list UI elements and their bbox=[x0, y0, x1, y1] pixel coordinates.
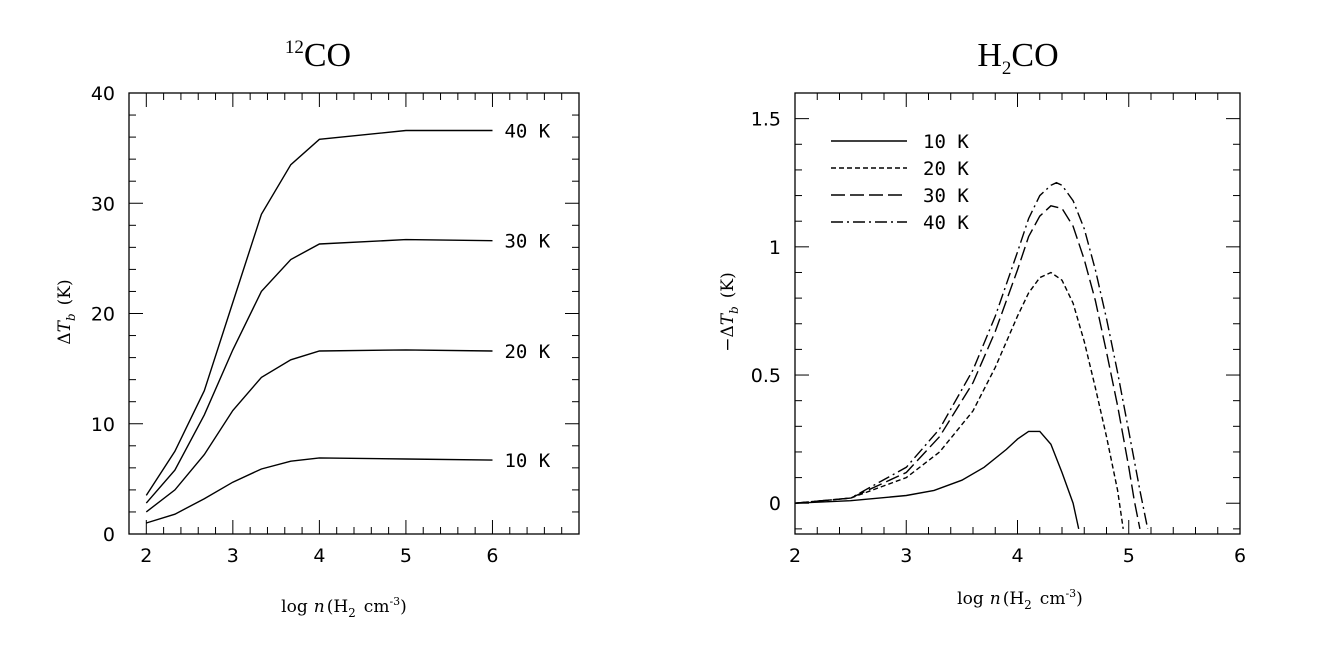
y-tick-label: 1.5 bbox=[751, 109, 781, 131]
series-label: 10 K bbox=[504, 450, 550, 472]
legend-label: 30 K bbox=[923, 185, 969, 207]
x-tick-label: 6 bbox=[486, 545, 498, 567]
x-axis-label: log n (H2 cm-3) bbox=[957, 587, 1083, 612]
series-labels: 10 K 20 K 30 K 40 K bbox=[504, 120, 550, 472]
series-label: 20 K bbox=[504, 341, 550, 363]
x-axis-label: log n (H2 cm-3) bbox=[281, 595, 407, 620]
x-tick-label: 4 bbox=[1011, 545, 1023, 567]
series-line-10k bbox=[795, 430, 1080, 530]
y-tick-label: 1 bbox=[769, 237, 781, 259]
x-tick-label: 5 bbox=[400, 545, 412, 567]
series-line-40k bbox=[145, 129, 493, 496]
series-line-30k bbox=[145, 238, 493, 504]
title-main: CO bbox=[304, 37, 351, 74]
x-tick-label: 2 bbox=[789, 545, 801, 567]
x-tick-label: 5 bbox=[1123, 545, 1135, 567]
y-tick-label: 30 bbox=[91, 193, 115, 215]
title-subscript: 2 bbox=[1002, 58, 1012, 79]
title-main-1: H bbox=[977, 37, 1002, 74]
y-tick-label: 40 bbox=[91, 83, 115, 105]
legend-label: 20 K bbox=[923, 158, 969, 180]
series-label: 30 K bbox=[504, 231, 550, 253]
series-line-20k bbox=[145, 349, 493, 513]
axis-ticks bbox=[794, 92, 1241, 534]
y-tick-label: 0.5 bbox=[751, 365, 781, 387]
legend-label: 40 K bbox=[923, 212, 969, 234]
series-line-10k bbox=[146, 457, 493, 524]
series-line-20k bbox=[795, 271, 1124, 530]
y-axis-label: ΔTb(K) bbox=[55, 279, 78, 344]
series-line-40k bbox=[795, 181, 1149, 530]
series-lines bbox=[795, 181, 1149, 530]
x-tick-label: 2 bbox=[140, 545, 152, 567]
tick-labels: 2 3 4 5 6 0 0.5 1 1.5 bbox=[751, 109, 1246, 567]
plot-frame bbox=[794, 92, 1241, 535]
y-tick-label: 0 bbox=[769, 493, 781, 515]
chart-h2co: H2CO 2 3 4 5 600.511.5 10 K20 K30 K40 K log n… bbox=[718, 37, 1246, 612]
y-axis-label: −ΔTb(K) bbox=[718, 272, 741, 352]
title-main-2: CO bbox=[1011, 37, 1058, 74]
y-tick-label: 20 bbox=[91, 304, 115, 326]
legend: 10 K 20 K 30 K 40 K bbox=[831, 131, 969, 234]
tick-labels: 2 3 4 5 6 0 10 20 30 40 bbox=[91, 83, 499, 567]
y-tick-label: 10 bbox=[91, 414, 115, 436]
y-tick-label: 0 bbox=[103, 524, 115, 546]
series-line-30k bbox=[795, 205, 1141, 530]
chart-title: H2CO bbox=[977, 37, 1058, 79]
x-tick-label: 3 bbox=[227, 545, 239, 567]
x-tick-label: 4 bbox=[313, 545, 325, 567]
title-superscript: 12 bbox=[285, 37, 304, 58]
legend-label: 10 K bbox=[923, 131, 969, 153]
series-label: 40 K bbox=[504, 120, 550, 142]
x-tick-label: 6 bbox=[1234, 545, 1246, 567]
series-lines bbox=[145, 129, 493, 524]
axis-ticks bbox=[128, 92, 580, 535]
chart-12co: 12CO 2 3 4 5 6 0 10 20 30 40 10 K 20 K 30 K 40 K log… bbox=[55, 37, 580, 620]
chart-title: 12CO bbox=[285, 37, 351, 74]
x-tick-label: 3 bbox=[900, 545, 912, 567]
